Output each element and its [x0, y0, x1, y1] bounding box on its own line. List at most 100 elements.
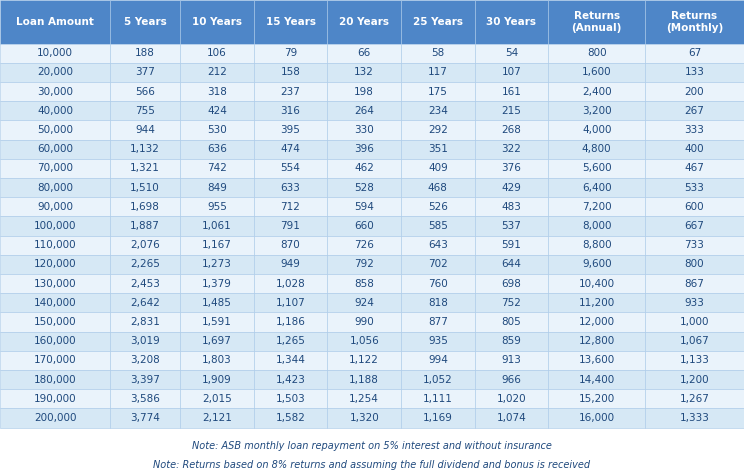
Bar [254, 274, 327, 293]
Text: 636: 636 [207, 144, 227, 154]
Bar [0, 82, 110, 101]
Bar [180, 63, 254, 82]
Text: 733: 733 [684, 240, 705, 250]
Text: 322: 322 [501, 144, 522, 154]
Bar [110, 63, 180, 82]
Text: 54: 54 [505, 48, 518, 58]
Bar [110, 293, 180, 313]
Bar [254, 255, 327, 274]
Text: 528: 528 [354, 182, 374, 193]
Bar [0, 217, 110, 236]
Text: 3,397: 3,397 [130, 374, 160, 385]
Bar [548, 332, 645, 351]
Bar [180, 159, 254, 178]
Text: 1,169: 1,169 [423, 413, 453, 423]
Text: 1,133: 1,133 [679, 355, 710, 365]
Text: 1,510: 1,510 [130, 182, 160, 193]
Bar [645, 121, 744, 140]
Text: 3,200: 3,200 [582, 106, 612, 116]
Text: 849: 849 [207, 182, 227, 193]
Text: 1,333: 1,333 [679, 413, 710, 423]
Bar [180, 255, 254, 274]
Text: 107: 107 [501, 67, 522, 77]
Text: 858: 858 [354, 278, 374, 289]
Bar [645, 351, 744, 370]
Text: 594: 594 [354, 202, 374, 212]
Text: Note: ASB monthly loan repayment on 5% interest and without insurance: Note: ASB monthly loan repayment on 5% i… [192, 440, 552, 451]
Bar [254, 389, 327, 408]
Bar [645, 217, 744, 236]
Bar [0, 63, 110, 82]
Bar [645, 0, 744, 44]
Text: 198: 198 [354, 86, 374, 97]
Text: 791: 791 [280, 221, 301, 231]
Text: 396: 396 [354, 144, 374, 154]
Bar [645, 82, 744, 101]
Text: 1,267: 1,267 [679, 394, 710, 404]
Text: 994: 994 [428, 355, 448, 365]
Text: 3,586: 3,586 [130, 394, 160, 404]
Text: 462: 462 [354, 163, 374, 173]
Bar [254, 159, 327, 178]
Bar [0, 370, 110, 389]
Text: 712: 712 [280, 202, 301, 212]
Bar [401, 408, 475, 428]
Bar [548, 63, 645, 82]
Bar [180, 44, 254, 63]
Bar [475, 293, 548, 313]
Text: 50,000: 50,000 [37, 125, 73, 135]
Bar [401, 0, 475, 44]
Bar [475, 389, 548, 408]
Text: 268: 268 [501, 125, 522, 135]
Text: 200,000: 200,000 [33, 413, 77, 423]
Text: 1,200: 1,200 [680, 374, 709, 385]
Bar [327, 63, 401, 82]
Text: 800: 800 [684, 259, 705, 269]
Text: 66: 66 [358, 48, 371, 58]
Text: 1,503: 1,503 [276, 394, 305, 404]
Bar [327, 159, 401, 178]
Text: 90,000: 90,000 [37, 202, 73, 212]
Bar [254, 0, 327, 44]
Text: 726: 726 [354, 240, 374, 250]
Text: 1,344: 1,344 [275, 355, 306, 365]
Text: 870: 870 [280, 240, 301, 250]
Text: 1,600: 1,600 [582, 67, 612, 77]
Bar [180, 351, 254, 370]
Text: 1,803: 1,803 [202, 355, 231, 365]
Bar [110, 121, 180, 140]
Bar [254, 121, 327, 140]
Bar [110, 44, 180, 63]
Text: 10 Years: 10 Years [192, 17, 242, 27]
Bar [548, 178, 645, 197]
Text: 237: 237 [280, 86, 301, 97]
Bar [0, 236, 110, 255]
Bar [0, 408, 110, 428]
Bar [401, 197, 475, 217]
Bar [475, 121, 548, 140]
Bar [401, 313, 475, 332]
Text: 13,600: 13,600 [579, 355, 615, 365]
Bar [254, 313, 327, 332]
Bar [401, 140, 475, 159]
Text: 20,000: 20,000 [37, 67, 73, 77]
Bar [327, 389, 401, 408]
Bar [475, 351, 548, 370]
Text: 660: 660 [354, 221, 374, 231]
Bar [401, 236, 475, 255]
Bar [110, 217, 180, 236]
Text: 1,132: 1,132 [130, 144, 160, 154]
Text: 1,379: 1,379 [202, 278, 232, 289]
Text: 467: 467 [684, 163, 705, 173]
Bar [401, 351, 475, 370]
Text: 170,000: 170,000 [33, 355, 77, 365]
Bar [110, 197, 180, 217]
Text: 698: 698 [501, 278, 522, 289]
Bar [110, 370, 180, 389]
Bar [0, 44, 110, 63]
Text: 1,320: 1,320 [350, 413, 379, 423]
Text: 1,167: 1,167 [202, 240, 232, 250]
Bar [0, 178, 110, 197]
Bar [180, 389, 254, 408]
Text: 554: 554 [280, 163, 301, 173]
